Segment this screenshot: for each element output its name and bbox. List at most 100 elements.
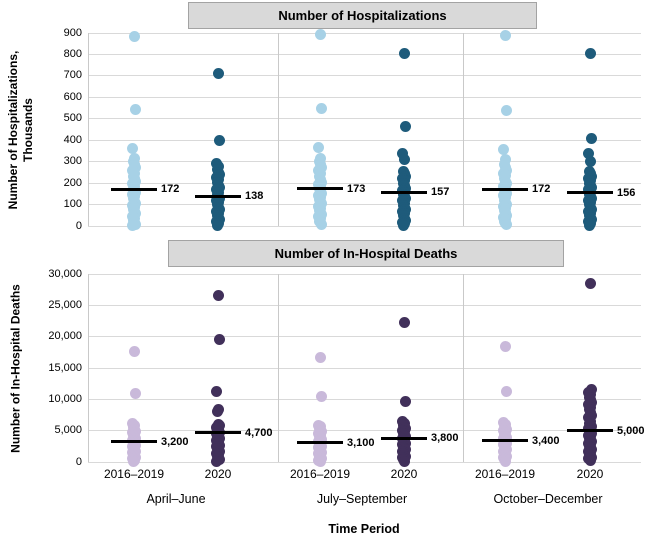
y-tick-label: 700 — [63, 69, 82, 82]
median-line — [195, 194, 241, 198]
median-line — [111, 187, 157, 191]
y-tick-label: 15,000 — [48, 361, 82, 374]
y-axis-title-line: Number of In-Hospital Deaths — [8, 283, 23, 453]
data-point — [398, 455, 410, 467]
median-label: 5,000 — [617, 424, 645, 437]
data-point — [128, 30, 140, 42]
y-axis-title-line: Number of Hospitalizations, — [6, 50, 20, 209]
median-label: 156 — [617, 186, 636, 199]
data-point — [397, 219, 409, 231]
median-label: 3,800 — [431, 432, 459, 445]
data-point — [498, 144, 510, 156]
period-separator-line — [463, 33, 464, 226]
x-tick-label: 2020 — [390, 467, 418, 481]
median-label: 4,700 — [245, 426, 273, 439]
median-line — [381, 190, 427, 194]
gridline — [88, 225, 641, 227]
x-axis-title: Time Period — [328, 522, 400, 536]
gridline — [88, 75, 641, 77]
gridline — [88, 139, 641, 141]
gridline — [88, 430, 641, 432]
median-line — [482, 187, 528, 191]
gridline — [88, 53, 641, 55]
data-point — [399, 121, 411, 133]
y-tick-label: 25,000 — [48, 298, 82, 311]
gridline — [88, 182, 641, 184]
data-point — [399, 396, 411, 408]
period-separator-line — [278, 274, 279, 462]
data-point — [212, 290, 224, 302]
median-line — [195, 431, 241, 435]
data-point — [211, 455, 223, 467]
period-label: July–September — [316, 492, 408, 506]
x-tick-label: 2016–2019 — [103, 467, 165, 481]
y-tick-label: 200 — [63, 176, 82, 189]
gridline — [88, 204, 641, 206]
median-label: 3,200 — [161, 435, 189, 448]
data-point — [500, 219, 512, 231]
data-point — [584, 277, 596, 289]
data-point — [500, 385, 512, 397]
data-point — [314, 352, 326, 364]
data-point — [315, 455, 327, 467]
median-line — [111, 440, 157, 444]
panel-title-deaths: Number of In-Hospital Deaths — [168, 240, 564, 267]
y-tick-label: 20,000 — [48, 330, 82, 343]
y-axis-line — [88, 33, 89, 226]
data-point — [398, 317, 410, 329]
x-tick-label: 2020 — [576, 467, 604, 481]
period-label: April–June — [146, 492, 206, 506]
y-tick-label: 400 — [63, 133, 82, 146]
data-point — [129, 388, 141, 400]
gridline — [88, 118, 641, 120]
data-point — [315, 102, 327, 114]
x-tick-label: 2020 — [204, 467, 232, 481]
data-point — [313, 142, 325, 154]
y-tick-label: 100 — [63, 198, 82, 211]
data-point — [499, 340, 511, 352]
data-point — [397, 147, 409, 159]
median-line — [482, 439, 528, 443]
gridline — [88, 304, 641, 306]
data-point — [211, 385, 223, 397]
x-tick-label: 2016–2019 — [474, 467, 536, 481]
data-point — [212, 68, 224, 80]
median-line — [297, 441, 343, 445]
data-point — [213, 333, 225, 345]
y-tick-label: 0 — [75, 455, 82, 468]
data-point — [500, 104, 512, 116]
median-line — [567, 429, 613, 433]
data-point — [585, 132, 597, 144]
y-tick-label: 0 — [75, 219, 82, 232]
median-label: 172 — [532, 183, 551, 196]
data-point — [315, 219, 327, 231]
y-tick-label: 800 — [63, 47, 82, 60]
y-tick-label: 5,000 — [54, 424, 82, 437]
median-line — [567, 191, 613, 195]
data-point — [211, 405, 223, 417]
y-axis-title: Number of In-Hospital Deaths — [9, 238, 24, 498]
data-point — [585, 454, 597, 466]
data-point — [499, 29, 511, 41]
data-point — [583, 219, 595, 231]
data-point — [314, 28, 326, 40]
y-tick-label: 10,000 — [48, 392, 82, 405]
data-point — [127, 219, 139, 231]
gridline — [88, 336, 641, 338]
gridline — [88, 367, 641, 369]
gridline — [88, 398, 641, 400]
data-point — [399, 154, 411, 166]
y-tick-label: 500 — [63, 112, 82, 125]
y-axis-title: Number of Hospitalizations, Thousands — [6, 0, 36, 260]
gridline — [88, 161, 641, 163]
y-tick-label: 300 — [63, 155, 82, 168]
data-point — [129, 103, 141, 115]
data-point — [499, 455, 511, 467]
y-axis-title-line: Thousands — [21, 97, 35, 162]
data-point — [128, 345, 140, 357]
median-label: 3,100 — [347, 436, 375, 449]
data-point — [585, 156, 597, 168]
y-tick-label: 900 — [63, 26, 82, 39]
gridline — [88, 32, 641, 34]
